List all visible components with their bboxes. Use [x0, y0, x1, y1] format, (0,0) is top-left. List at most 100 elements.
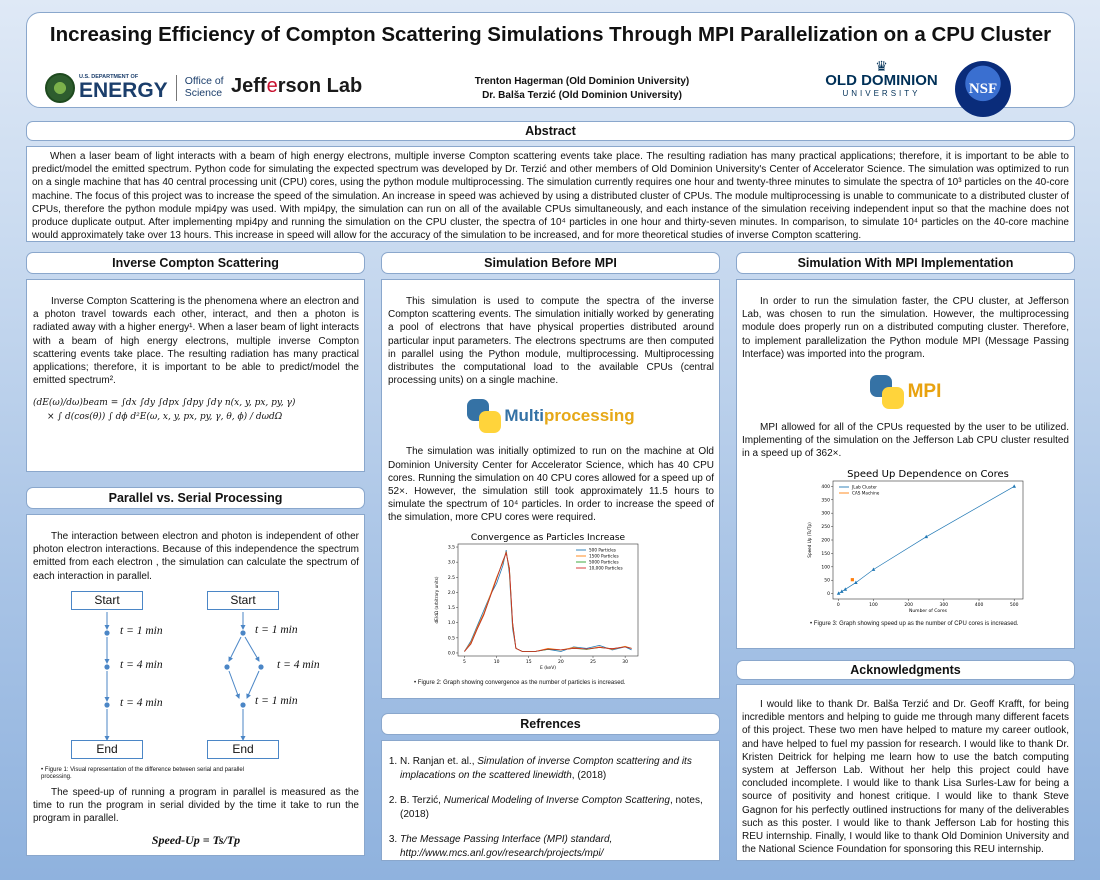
data-point [839, 588, 844, 593]
reference-list: N. Ranjan et. al., Simulation of inverse… [386, 755, 714, 860]
y-tick-label: 400 [821, 483, 830, 489]
pvs-heading: Parallel vs. Serial Processing [26, 487, 365, 509]
references-heading: Refrences [381, 713, 720, 735]
series-line-3 [464, 552, 632, 653]
doe-seal-icon [45, 73, 75, 103]
pvs-text-2: The speed-up of running a program in par… [33, 786, 359, 825]
spectrum-equation: (dE(ω)/dω)beam = ∫dx ∫dy ∫dpx ∫dpy ∫dγ n… [33, 397, 359, 424]
serial-end-box: End [71, 739, 143, 759]
data-point [850, 577, 854, 581]
x-tick-label: 500 [1010, 602, 1019, 608]
python-icon [467, 399, 502, 434]
x-tick-label: 100 [869, 602, 878, 608]
serial-step-1: t = 1 min [120, 624, 163, 637]
abstract-text: When a laser beam of light interacts wit… [32, 151, 1069, 242]
sbm-text-1: This simulation is used to compute the s… [388, 296, 714, 387]
reference-1: N. Ranjan et. al., Simulation of inverse… [400, 755, 714, 782]
x-tick-label: 10 [494, 659, 500, 665]
equation-line-1: (dE(ω)/dω)beam = ∫dx ∫dy ∫dpx ∫dpy ∫dγ n… [33, 398, 296, 409]
sbm-body: This simulation is used to compute the s… [381, 279, 720, 699]
parallel-step-3: t = 1 min [255, 694, 298, 707]
x-axis-label: E (keV) [540, 665, 556, 671]
chart-title: Convergence as Particles Increase [471, 533, 626, 543]
chart-title: Speed Up Dependence on Cores [847, 469, 1009, 480]
parallel-step-1: t = 1 min [255, 623, 298, 636]
python-icon [869, 374, 904, 409]
reference-2: B. Terzić, Numerical Modeling of Inverse… [400, 794, 714, 821]
mpi-logo: MPI [742, 374, 1069, 409]
convergence-chart: Convergence as Particles Increase 5 10 15 20… [434, 533, 639, 671]
y-tick-label: 0 [827, 591, 830, 597]
y-tick-label: 50 [824, 577, 830, 583]
serial-start-box: Start [71, 590, 143, 610]
x-tick-label: 5 [463, 659, 466, 665]
legend-label: CAS Machine [852, 490, 880, 495]
mpi-body: In order to run the simulation faster, t… [736, 279, 1075, 649]
y-tick-label: 2.0 [448, 590, 455, 596]
multiprocessing-logo: Multiprocessing [388, 399, 714, 434]
x-tick-label: 25 [590, 659, 596, 665]
doe-small-text: U.S. DEPARTMENT OF [79, 73, 139, 80]
pvs-body: The interaction between electron and pho… [26, 514, 365, 856]
ics-body: Inverse Compton Scattering is the phenom… [26, 279, 365, 472]
x-tick-label: 0 [837, 602, 840, 608]
x-axis-label: Number of Cores [909, 608, 948, 614]
legend-label: 500 Particles [589, 548, 616, 553]
mpi-text-1: In order to run the simulation faster, t… [742, 296, 1069, 360]
serial-step-3: t = 4 min [120, 696, 163, 709]
reference-3: The Message Passing Interface (MPI) stan… [400, 833, 714, 860]
doe-office-line2: Science [184, 87, 223, 99]
x-tick-label: 200 [904, 602, 913, 608]
y-tick-label: 200 [821, 537, 830, 543]
x-tick-label: 30 [622, 659, 628, 665]
legend-label: 10,000 Particles [589, 566, 623, 571]
parallel-end-box: End [207, 739, 279, 759]
references-body: N. Ranjan et. al., Simulation of inverse… [381, 740, 720, 861]
y-tick-label: 350 [821, 497, 830, 503]
serial-step-2: t = 4 min [120, 658, 163, 671]
doe-logo: U.S. DEPARTMENT OF ENERGY Office of Scie… [45, 73, 224, 103]
x-tick-label: 20 [558, 659, 564, 665]
ics-text: Inverse Compton Scattering is the phenom… [33, 296, 359, 387]
data-point [1012, 483, 1017, 488]
ack-heading: Acknowledgments [736, 660, 1075, 680]
crown-icon: ♛ [875, 58, 888, 74]
odu-sub: UNIVERSITY [842, 88, 921, 98]
y-tick-label: 0.5 [448, 636, 455, 642]
sbm-text-2: The simulation was initially optimized t… [388, 446, 714, 524]
figure-2-caption: • Figure 2: Graph showing convergence as… [414, 680, 626, 687]
y-tick-label: 1.5 [448, 606, 455, 612]
y-tick-label: 250 [821, 524, 830, 530]
parallel-start-box: Start [207, 590, 279, 610]
data-point [854, 580, 858, 584]
series-line-0 [838, 485, 1015, 594]
plot-frame [832, 480, 1024, 599]
mpi-text-2: MPI allowed for all of the CPUs requeste… [742, 421, 1069, 460]
x-tick-label: 15 [526, 659, 532, 665]
doe-office-line1: Office of [184, 75, 224, 88]
speedup-chart: Speed Up Dependence on Cores 0 100 200 300 40… [807, 469, 1024, 614]
legend-label: 1500 Particles [589, 554, 619, 559]
abstract-heading: Abstract [26, 121, 1075, 141]
sbm-heading: Simulation Before MPI [381, 252, 720, 274]
data-point [836, 590, 841, 595]
ics-heading: Inverse Compton Scattering [26, 252, 365, 274]
y-tick-label: 3.0 [448, 560, 455, 566]
flow-arrows [104, 611, 264, 741]
doe-divider [175, 75, 177, 101]
parallel-step-2: t = 4 min [277, 658, 320, 671]
abstract-body: When a laser beam of light interacts wit… [26, 146, 1075, 242]
author-2: Dr. Balša Terzić (Old Dominion Universit… [482, 89, 682, 101]
figure-3-caption: • Figure 3: Graph showing speed up as th… [810, 620, 1019, 627]
odu-name: OLD DOMINION [825, 72, 938, 89]
x-tick-label: 400 [975, 602, 984, 608]
ack-text: I would like to thank Dr. Balša Terzić a… [742, 699, 1069, 856]
x-tick-label: 300 [940, 602, 949, 608]
data-point [843, 586, 848, 591]
speedup-equation: Speed-Up = Ts/Tp [151, 833, 241, 848]
y-tick-label: 2.5 [448, 575, 455, 581]
data-point [871, 567, 876, 571]
flow-diagram: Start Start t = 1 min t = 4 min t = 4 mi… [33, 590, 359, 786]
plot-frame [457, 544, 639, 657]
title-banner: Increasing Efficiency of Compton Scatter… [26, 12, 1075, 117]
